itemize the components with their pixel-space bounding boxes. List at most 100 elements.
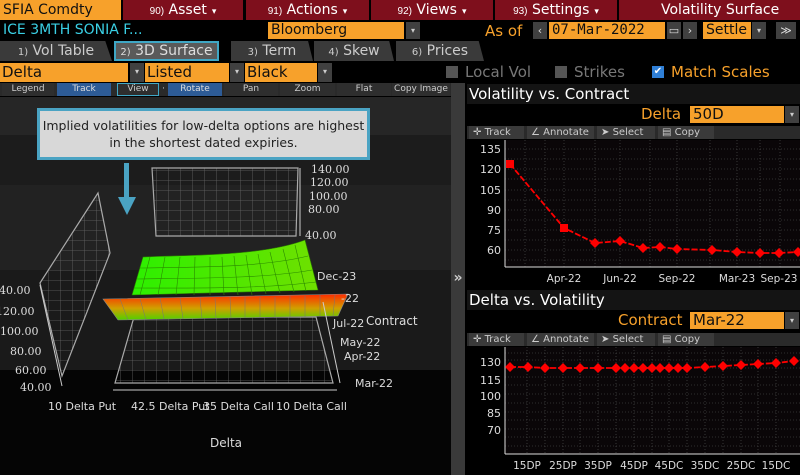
- flat-button[interactable]: Flat: [337, 83, 391, 96]
- price-type-select[interactable]: Settle: [703, 22, 751, 39]
- match-scales-checkbox[interactable]: ✔: [652, 66, 664, 78]
- legend-button[interactable]: Legend: [2, 83, 54, 96]
- tab-prices[interactable]: 6) Prices: [396, 41, 484, 61]
- track-button[interactable]: ✛ Track: [469, 333, 524, 346]
- next-date-button[interactable]: ›: [683, 22, 697, 39]
- annotate-button[interactable]: ∠ Annotate: [527, 126, 594, 139]
- menu-label: Actions: [286, 2, 338, 18]
- tab-skew[interactable]: 4) Skew: [314, 41, 394, 61]
- settings-menu[interactable]: 93) Settings ▾: [495, 0, 617, 20]
- delta-tick-label: 10 Delta Put: [48, 400, 117, 413]
- view-button[interactable]: View: [117, 83, 159, 96]
- model-dropdown-arrow[interactable]: ▾: [318, 63, 332, 82]
- pan-button[interactable]: Pan: [224, 83, 278, 96]
- contract-tick-label: Mar-22: [355, 377, 394, 390]
- button-label: Annotate: [543, 334, 589, 345]
- security-ticker-input[interactable]: SFIA Comdty: [0, 0, 121, 20]
- delta-vs-vol-chart[interactable]: 130 115 100 85 70 15DP 25DP 35DP 45DP 45DC 35DC 25…: [470, 347, 800, 475]
- tab-vol-table[interactable]: 1) Vol Table: [0, 41, 112, 61]
- rotate-button[interactable]: Rotate: [168, 83, 222, 96]
- tab-3d-surface[interactable]: 2) 3D Surface: [114, 41, 219, 61]
- svg-text:130: 130: [480, 356, 501, 369]
- calendar-icon: ▭: [668, 24, 680, 37]
- menu-number: 93): [513, 6, 528, 17]
- contract-dropdown-arrow[interactable]: ▾: [785, 312, 799, 329]
- contract-select[interactable]: Mar-22: [690, 312, 784, 329]
- as-of-date-input[interactable]: 07-Mar-2022: [549, 22, 665, 39]
- delta-dropdown-arrow[interactable]: ▾: [785, 106, 799, 123]
- contract-tick-label: Apr-22: [344, 350, 381, 363]
- svg-text:Jun-22: Jun-22: [602, 273, 637, 285]
- security-name: ICE 3MTH SONIA F...: [3, 22, 143, 38]
- button-label: Annotate: [543, 127, 589, 138]
- local-vol-label: Local Vol: [465, 63, 532, 81]
- chevron-down-icon: ▾: [789, 316, 794, 325]
- svg-text:45DC: 45DC: [655, 460, 684, 472]
- prev-date-button[interactable]: ‹: [533, 22, 547, 39]
- button-label: Select: [612, 334, 644, 345]
- svg-text:15DP: 15DP: [513, 460, 541, 472]
- delta-selector-label: Delta: [641, 105, 682, 123]
- vol-vs-contract-title: Volatility vs. Contract: [467, 84, 800, 104]
- tab-term[interactable]: 3) Term: [231, 41, 313, 61]
- track-button[interactable]: Track: [57, 83, 111, 96]
- source-dropdown-arrow[interactable]: ▾: [406, 22, 420, 39]
- delta-tick-label: 42.5 Delta Put: [131, 400, 210, 413]
- price-type-dropdown-arrow[interactable]: ▾: [752, 22, 766, 39]
- copy-image-button[interactable]: Copy Image: [392, 83, 450, 96]
- views-menu[interactable]: 92) Views ▾: [371, 0, 493, 20]
- svg-text:35DC: 35DC: [691, 460, 720, 472]
- svg-text:90: 90: [487, 204, 501, 217]
- z-tick-label: 40.00: [305, 229, 337, 242]
- strike-type-select[interactable]: Listed: [145, 63, 229, 82]
- x-axis-dropdown-arrow[interactable]: ▾: [130, 63, 144, 82]
- copy-button[interactable]: ▤ Copy: [658, 333, 714, 346]
- delta-tick-label: 10 Delta Call: [276, 400, 347, 413]
- delta-vs-vol-title: Delta vs. Volatility: [467, 290, 800, 310]
- copy-button[interactable]: ▤ Copy: [658, 126, 714, 139]
- chevron-down-icon: ▾: [789, 110, 794, 119]
- zoom-button[interactable]: Zoom: [280, 83, 335, 96]
- double-chevron-down-icon: ≫: [780, 24, 792, 37]
- select-button[interactable]: ➤ Select: [597, 126, 655, 139]
- menu-label: Settings: [531, 2, 590, 18]
- select-button[interactable]: ➤ Select: [597, 333, 655, 346]
- checkmark-icon: ✔: [653, 66, 663, 77]
- delta-select[interactable]: 50D: [690, 106, 784, 123]
- svg-text:100: 100: [480, 390, 501, 403]
- expand-button[interactable]: ≫: [776, 22, 796, 39]
- asset-menu[interactable]: 90) Asset ▾: [123, 0, 243, 20]
- svg-text:Mar-23: Mar-23: [719, 273, 755, 285]
- actions-menu[interactable]: 91) Actions ▾: [246, 0, 369, 20]
- svg-text:120: 120: [480, 163, 501, 176]
- crosshair-icon: ✛: [473, 127, 482, 138]
- contract-tick-label: Dec-23: [317, 270, 357, 283]
- model-select[interactable]: Black: [245, 63, 317, 82]
- match-scales-label: Match Scales: [671, 63, 770, 81]
- z-tick-label-left: 60.00: [15, 364, 47, 377]
- tab-label: Prices: [426, 43, 469, 59]
- collapse-panel-icon[interactable]: »: [453, 270, 463, 286]
- button-label: Track: [484, 334, 511, 345]
- view-dropdown-arrow[interactable]: ·: [162, 84, 165, 94]
- annotate-button[interactable]: ∠ Annotate: [527, 333, 594, 346]
- contract-tick-label: Jul-22: [333, 317, 365, 330]
- clipboard-icon: ▤: [662, 127, 672, 138]
- svg-text:25DP: 25DP: [549, 460, 577, 472]
- local-vol-checkbox[interactable]: [446, 66, 458, 78]
- strike-type-dropdown-arrow[interactable]: ▾: [230, 63, 244, 82]
- panel-splitter[interactable]: [451, 83, 465, 475]
- calendar-button[interactable]: ▭: [667, 22, 681, 39]
- menu-label: Views: [416, 2, 457, 18]
- chevron-left-icon: ‹: [537, 24, 543, 37]
- callout-arrow-icon: [118, 163, 136, 215]
- svg-text:105: 105: [480, 184, 501, 197]
- vol-vs-contract-chart[interactable]: 135 120 105 90 75 60 Apr-22 Jun-22 Sep-22 Mar-23…: [470, 140, 800, 285]
- top-bar: SFIA Comdty 90) Asset ▾ 91) Actions ▾ 92) …: [0, 0, 800, 20]
- track-button[interactable]: ✛ Track: [469, 126, 524, 139]
- strikes-checkbox[interactable]: [555, 66, 567, 78]
- source-select[interactable]: Bloomberg: [268, 22, 404, 39]
- chevron-down-icon: ▾: [234, 67, 239, 76]
- svg-text:60: 60: [487, 244, 501, 257]
- x-axis-select[interactable]: Delta: [0, 63, 128, 82]
